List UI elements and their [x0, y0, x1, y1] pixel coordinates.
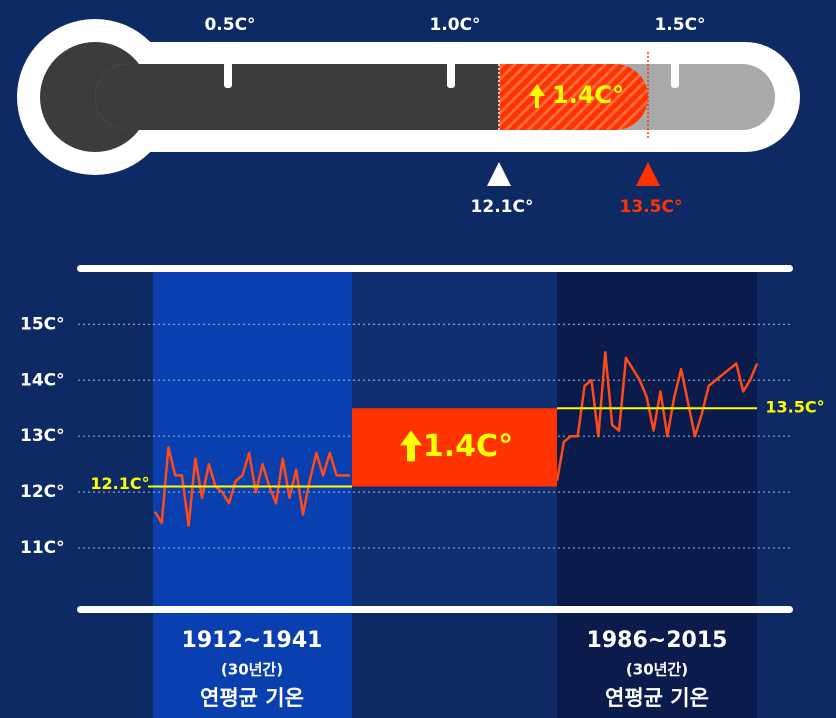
chart: 11C° 12C° 13C° 14C° 15C° 12.1C° 13.5C° 1.4C°	[20, 314, 825, 558]
period-length: (30년간)	[221, 661, 283, 679]
y-tick-label: 12C°	[20, 482, 65, 502]
period-label: 1912~1941	[182, 628, 323, 653]
period-label: 1986~2015	[587, 628, 728, 653]
tube-base	[95, 64, 499, 130]
difference-label: 1.4C°	[423, 429, 513, 464]
marker	[636, 162, 660, 186]
period-panel	[557, 270, 757, 718]
period-panel	[153, 270, 352, 718]
tick-notch	[224, 62, 232, 88]
tick-label: 1.5C°	[654, 15, 705, 35]
marker	[487, 162, 511, 186]
up-arrow	[529, 84, 545, 108]
tube-rise	[499, 64, 648, 130]
difference-label: 1.4C°	[552, 81, 624, 109]
period-caption: 연평균 기온	[200, 686, 304, 710]
tick-notch	[671, 62, 679, 88]
mean-label: 13.5C°	[765, 398, 824, 417]
y-tick-label: 15C°	[20, 314, 65, 334]
mean-label: 12.1C°	[90, 474, 149, 493]
marker-label: 13.5C°	[620, 197, 683, 217]
tick-notch	[447, 62, 455, 88]
marker-label: 12.1C°	[471, 197, 534, 217]
frame-line	[77, 606, 793, 613]
period-length: (30년간)	[626, 661, 688, 679]
thermometer: 0.5C° 1.0C° 1.5C° 1.4C° 12.1C° 13.5C°	[17, 15, 800, 217]
y-tick-label: 11C°	[20, 538, 65, 558]
temperature-line	[555, 351, 759, 482]
y-tick-label: 14C°	[20, 370, 65, 390]
temperature-line	[153, 446, 350, 527]
frame-line	[77, 265, 793, 272]
tick-label: 0.5C°	[204, 15, 255, 35]
up-arrow	[400, 430, 422, 462]
y-tick-label: 13C°	[20, 426, 65, 446]
difference-bar	[352, 408, 557, 487]
period-caption: 연평균 기온	[605, 686, 709, 710]
tick-label: 1.0C°	[429, 15, 480, 35]
